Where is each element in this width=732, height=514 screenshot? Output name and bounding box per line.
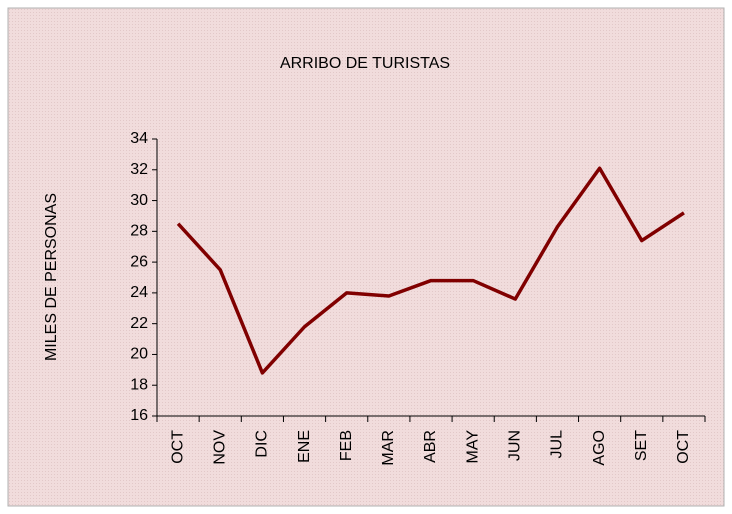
y-tick-label: 22 bbox=[130, 315, 148, 332]
y-tick-label: 16 bbox=[130, 407, 148, 424]
y-tick-label: 26 bbox=[130, 253, 148, 270]
y-tick-label: 32 bbox=[130, 161, 148, 178]
x-tick-label: OCT bbox=[169, 430, 186, 464]
x-tick-label: NOV bbox=[211, 430, 228, 465]
y-tick-label: 30 bbox=[130, 192, 148, 209]
chart-background bbox=[7, 7, 725, 507]
y-tick-label: 18 bbox=[130, 376, 148, 393]
y-tick-label: 34 bbox=[130, 130, 148, 147]
x-tick-label: ABR bbox=[422, 430, 439, 463]
x-tick-label: DIC bbox=[254, 430, 271, 458]
x-tick-label: ENE bbox=[296, 430, 313, 463]
line bbox=[176, 166, 685, 375]
x-tick-label: MAR bbox=[380, 430, 397, 466]
y-tick-label: 20 bbox=[130, 346, 148, 363]
x-tick-label: AGO bbox=[591, 430, 608, 466]
y-tick-label: 24 bbox=[130, 284, 148, 301]
x-tick-label: MAY bbox=[464, 430, 481, 464]
chart-title: ARRIBO DE TURISTAS bbox=[280, 55, 450, 72]
x-tick-label: JUL bbox=[549, 430, 566, 459]
y-tick-label: 28 bbox=[130, 223, 148, 240]
x-tick-label: SET bbox=[633, 430, 650, 461]
y-axis-label: MILES DE PERSONAS bbox=[43, 193, 60, 361]
x-tick-label: JUN bbox=[507, 430, 524, 461]
x-tick-label: OCT bbox=[675, 430, 692, 464]
x-tick-label: FEB bbox=[338, 430, 355, 461]
